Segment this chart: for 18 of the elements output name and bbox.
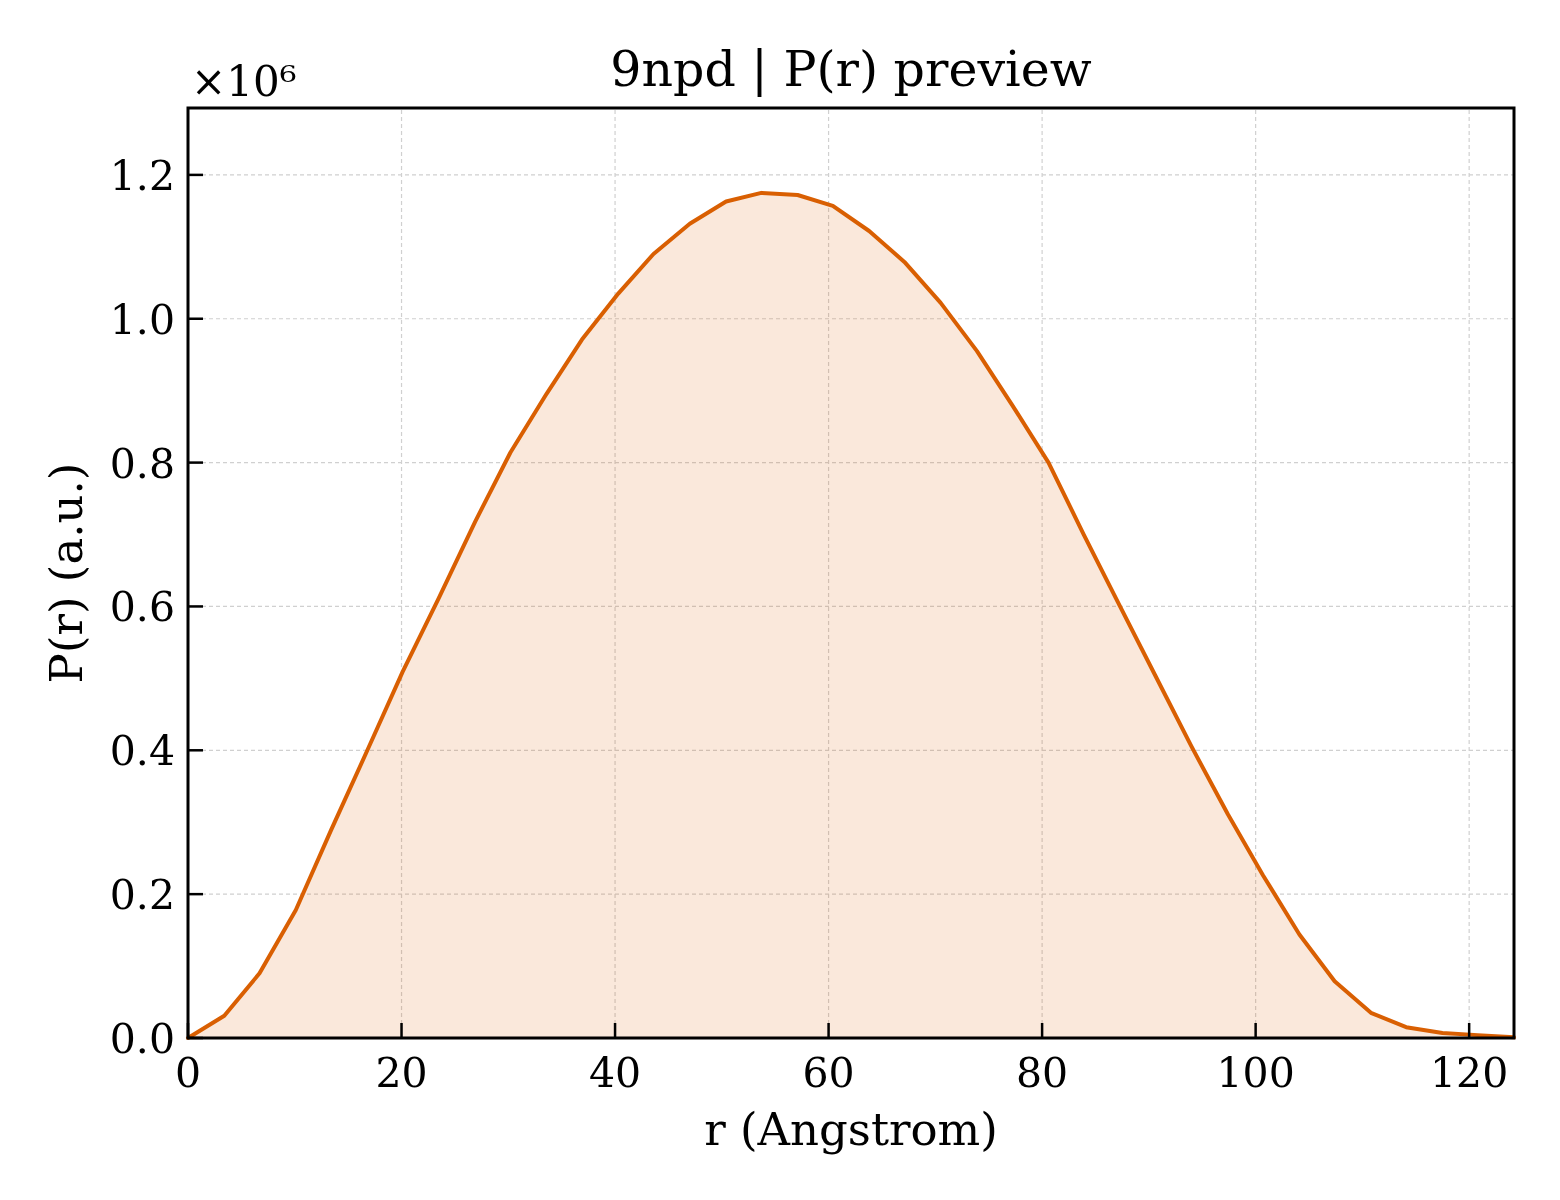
x-axis-title: r (Angstrom) — [704, 1103, 998, 1156]
x-tick-label: 40 — [588, 1049, 642, 1097]
x-tick-label: 60 — [802, 1049, 855, 1097]
y-tick-label: 0.6 — [109, 583, 175, 632]
y-tick-label: 1.0 — [109, 295, 175, 344]
x-tick-label: 0 — [174, 1049, 202, 1097]
y-tick-label: 0.0 — [109, 1015, 175, 1063]
y-tick-label: 0.2 — [109, 871, 175, 920]
text: ×10⁶ — [191, 57, 297, 106]
chart-title: 9npd | P(r) preview — [610, 41, 1092, 98]
x-tick-label: 20 — [375, 1049, 428, 1097]
y-tick-label: 1.2 — [109, 151, 175, 200]
x-tick-label: 120 — [1430, 1049, 1509, 1097]
x-tick-label: 80 — [1016, 1049, 1069, 1097]
x-tick-label: 100 — [1216, 1049, 1295, 1097]
y-tick-label: 0.8 — [109, 439, 175, 488]
y-tick-label: 0.4 — [109, 727, 175, 776]
y-axis-title: P(r) (a.u.) — [40, 462, 93, 684]
